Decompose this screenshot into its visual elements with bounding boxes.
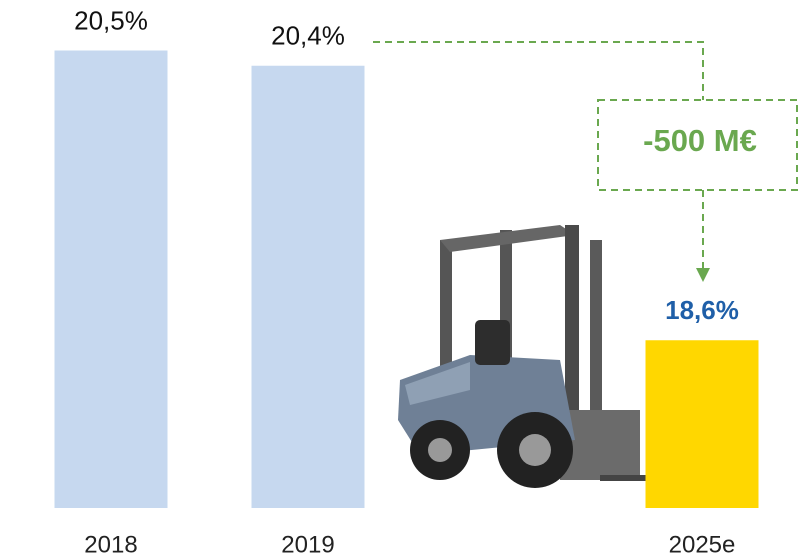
x-tick-label: 2018	[84, 531, 137, 558]
bar	[251, 65, 365, 508]
x-tick-label: 2025e	[669, 531, 736, 558]
forklift-illustration	[398, 225, 660, 488]
x-tick-label: 2019	[281, 531, 334, 558]
annotation: -500 M€	[643, 123, 757, 158]
value-label: 20,5%	[74, 5, 148, 35]
bar	[645, 340, 759, 508]
bar	[54, 50, 168, 508]
value-label: 20,4%	[271, 21, 345, 51]
annotation-connector	[373, 41, 798, 268]
annotation-arrow	[696, 268, 710, 282]
value-label: 18,6%	[665, 295, 739, 325]
